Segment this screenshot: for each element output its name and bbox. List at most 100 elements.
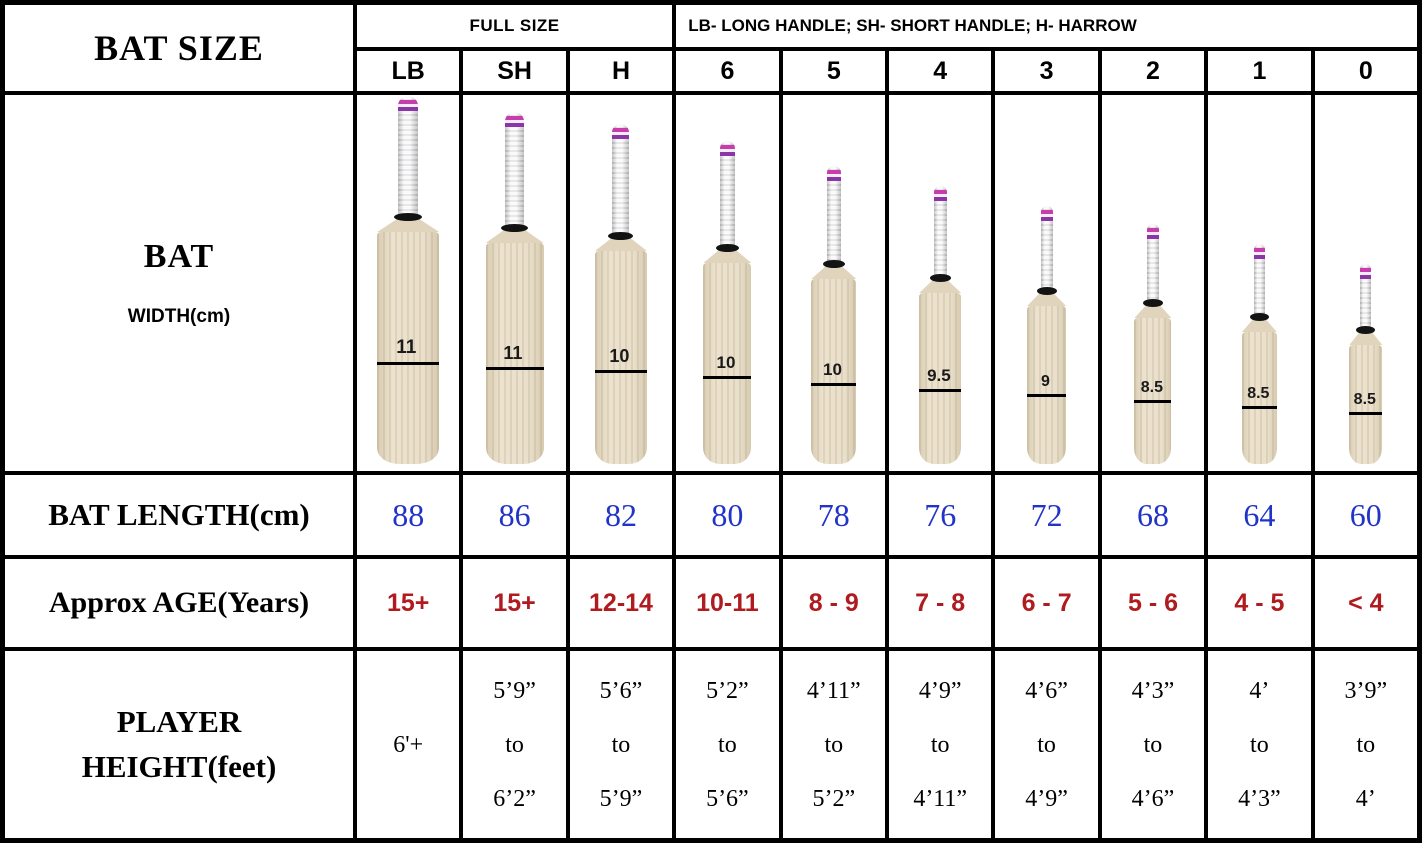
player-height-value: 5’2” to 5’6” — [676, 651, 779, 838]
bat-handle — [505, 112, 525, 228]
bat-length-value: 60 — [1314, 475, 1417, 555]
handle-grip-band — [1253, 248, 1265, 260]
col-header-5: 5 — [782, 51, 885, 91]
bat-width-line — [919, 388, 962, 392]
player-height-value: 4’6” to 4’9” — [995, 651, 1098, 838]
handle-grip-band — [398, 100, 419, 112]
age-value: < 4 — [1314, 559, 1417, 647]
bat-length-value: 86 — [463, 475, 566, 555]
bat-image: 10 — [703, 141, 752, 464]
bat-handle — [1253, 244, 1265, 317]
age-value: 15+ — [463, 559, 566, 647]
player-height-value: 5’9” to 6’2” — [463, 651, 566, 838]
bat-width-line — [377, 361, 440, 365]
player-height-value: 4’9” to 4’11” — [889, 651, 992, 838]
bat-figure-cell: 10 — [569, 95, 673, 471]
bat-collar — [608, 232, 634, 240]
bat-width-line — [1241, 405, 1277, 409]
bat-figure-cell: 9.5 — [889, 95, 992, 471]
corner-title: BAT SIZE — [5, 5, 353, 91]
bat-figure-cell: 8.5 — [1208, 95, 1311, 471]
bat-figure-cell: 10 — [782, 95, 885, 471]
bat-width-label: 10 — [716, 352, 736, 372]
age-row-label: Approx AGE(Years) — [5, 559, 353, 647]
bat-blade: 8.5 — [1241, 332, 1277, 464]
bat-width-line — [594, 370, 647, 374]
bat-width-label: 11 — [396, 336, 417, 358]
full-size-group-header: FULL SIZE — [357, 5, 673, 47]
bat-collar — [1356, 326, 1376, 334]
bat-collar — [1249, 313, 1269, 321]
bat-figure-cell: 10 — [676, 95, 779, 471]
bat-length-value: 68 — [1101, 475, 1205, 555]
bat-collar — [1142, 299, 1163, 307]
col-header-lb: LB — [357, 51, 460, 91]
bat-figure-cell: 8.5 — [1101, 95, 1205, 471]
bat-width-label: 8.5 — [1140, 378, 1163, 396]
bat-blade: 10 — [594, 251, 647, 464]
bat-collar — [501, 224, 529, 232]
col-header-0: 0 — [1314, 51, 1417, 91]
bat-width-label: 10 — [609, 346, 630, 367]
age-value: 12-14 — [569, 559, 673, 647]
handle-grip-band — [1146, 228, 1159, 240]
bat-blade: 9 — [1027, 306, 1067, 464]
age-value: 15+ — [357, 559, 460, 647]
bat-image: 10 — [594, 124, 647, 464]
col-header-1: 1 — [1208, 51, 1311, 91]
handle-grip-band — [826, 170, 841, 182]
bat-length-value: 72 — [995, 475, 1098, 555]
bat-width-line — [1027, 394, 1067, 398]
age-value: 4 - 5 — [1208, 559, 1311, 647]
bat-image: 8.5 — [1241, 244, 1277, 464]
bat-collar — [1036, 287, 1057, 295]
player-height-value: 4’11” to 5’2” — [782, 651, 885, 838]
col-header-h: H — [569, 51, 673, 91]
bat-image: 9 — [1027, 206, 1067, 464]
bat-length-value: 78 — [782, 475, 885, 555]
col-header-3: 3 — [995, 51, 1098, 91]
bat-handle — [1040, 206, 1053, 291]
player-height-value: 5’6” to 5’9” — [569, 651, 673, 838]
handle-grip-band — [505, 116, 525, 128]
player-height-value: 3’9” to 4’ — [1314, 651, 1417, 838]
bat-blade: 8.5 — [1134, 318, 1172, 464]
age-value: 7 - 8 — [889, 559, 992, 647]
bat-width-line — [703, 375, 752, 379]
bat-handle — [398, 96, 419, 217]
bat-collar — [929, 274, 951, 282]
bat-length-value: 88 — [357, 475, 460, 555]
abbreviation-note: LB- LONG HANDLE; SH- SHORT HANDLE; H- HA… — [676, 5, 1417, 47]
bat-figure-cell: 11 — [357, 95, 460, 471]
bat-length-row-label: BAT LENGTH(cm) — [5, 475, 353, 555]
bat-blade: 8.5 — [1349, 345, 1383, 464]
bat-handle — [1360, 264, 1372, 330]
bat-blade: 11 — [377, 232, 440, 464]
bat-blade: 10 — [703, 263, 752, 464]
bat-width-line — [485, 366, 544, 370]
bat-length-value: 80 — [676, 475, 779, 555]
handle-grip-band — [933, 190, 947, 202]
age-value: 5 - 6 — [1101, 559, 1205, 647]
bat-image: 9.5 — [919, 186, 962, 464]
bat-width-label: 8.5 — [1247, 384, 1270, 402]
handle-grip-band — [719, 145, 735, 157]
col-header-6: 6 — [676, 51, 779, 91]
bat-width-line — [811, 382, 857, 386]
age-value: 6 - 7 — [995, 559, 1098, 647]
bat-width-label: 9.5 — [927, 365, 951, 385]
bat-handle — [612, 124, 630, 236]
bat-blade: 10 — [811, 279, 857, 464]
bat-blade: 11 — [485, 243, 544, 464]
bat-figure-cell: 9 — [995, 95, 1098, 471]
age-value: 10-11 — [676, 559, 779, 647]
bat-width-label: 11 — [503, 342, 523, 363]
bat-handle — [826, 166, 841, 264]
bat-collar — [822, 260, 845, 268]
bat-width-line — [1349, 411, 1383, 415]
width-unit-label: WIDTH(cm) — [127, 306, 231, 327]
bat-image: 8.5 — [1134, 224, 1172, 464]
handle-grip-band — [1360, 268, 1372, 280]
bat-image: 8.5 — [1349, 264, 1383, 464]
